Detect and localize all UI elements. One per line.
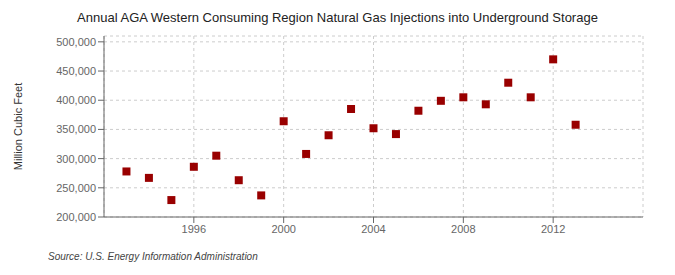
svg-text:350,000: 350,000 — [56, 123, 96, 135]
svg-text:200,000: 200,000 — [56, 211, 96, 223]
svg-text:2004: 2004 — [361, 223, 385, 235]
svg-text:2008: 2008 — [451, 223, 475, 235]
svg-text:300,000: 300,000 — [56, 153, 96, 165]
svg-text:250,000: 250,000 — [56, 182, 96, 194]
svg-text:2012: 2012 — [541, 223, 565, 235]
svg-text:2000: 2000 — [271, 223, 295, 235]
html-text:Source: U.S. Energy Informatio: Source: U.S. Energy Information Administ… — [48, 251, 258, 262]
svg-text:500,000: 500,000 — [56, 36, 96, 48]
svg-text:Million Cubic Feet: Million Cubic Feet — [12, 83, 24, 170]
svg-text:400,000: 400,000 — [56, 94, 96, 106]
html-text:Annual AGA Western Consuming R: Annual AGA Western Consuming Region Natu… — [77, 10, 598, 25]
svg-text:1996: 1996 — [182, 223, 206, 235]
svg-text:450,000: 450,000 — [56, 65, 96, 77]
